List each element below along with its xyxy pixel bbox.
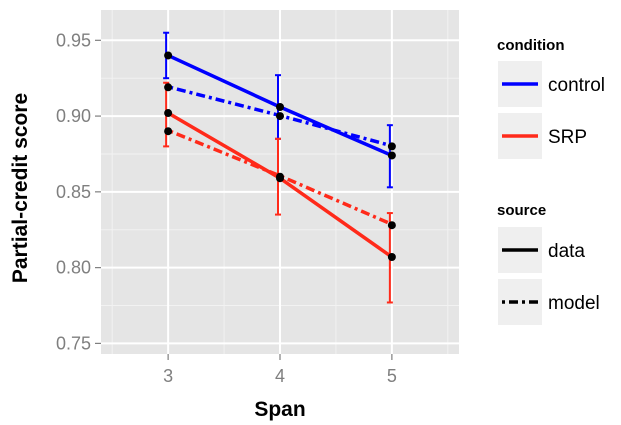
y-tick-label: 0.75 bbox=[56, 333, 91, 353]
point-control-model bbox=[387, 142, 396, 151]
legend-label-srp: SRP bbox=[548, 127, 587, 148]
x-axis-ticks: 3 4 5 bbox=[163, 354, 397, 386]
legend-label-data: data bbox=[548, 241, 585, 262]
legend-source-title: source bbox=[497, 202, 546, 219]
point-control-model bbox=[276, 112, 284, 121]
legend-condition: condition control SRP bbox=[497, 37, 605, 159]
y-tick-label: 0.95 bbox=[56, 30, 91, 50]
point-srp-data bbox=[387, 253, 396, 262]
y-axis-title: Partial-credit score bbox=[9, 93, 32, 283]
legend-label-control: control bbox=[548, 75, 605, 96]
y-axis-ticks: 0.75 0.80 0.85 0.90 0.95 bbox=[56, 30, 101, 353]
point-control-data bbox=[387, 151, 396, 160]
point-srp-data bbox=[164, 109, 173, 118]
x-axis-title: Span bbox=[254, 398, 305, 421]
point-control-data bbox=[276, 102, 284, 111]
point-srp-model bbox=[387, 221, 396, 230]
x-tick-label: 3 bbox=[163, 366, 173, 386]
y-tick-label: 0.80 bbox=[56, 258, 91, 278]
y-tick-label: 0.90 bbox=[56, 106, 91, 126]
point-control-data bbox=[164, 51, 173, 60]
point-srp-model bbox=[164, 127, 173, 136]
x-tick-label: 5 bbox=[387, 366, 397, 386]
points-layer bbox=[164, 51, 396, 262]
legend-label-model: model bbox=[548, 293, 600, 314]
legend-source: source data model bbox=[497, 202, 600, 325]
y-tick-label: 0.85 bbox=[56, 182, 91, 202]
point-control-model bbox=[164, 83, 173, 92]
legend-condition-title: condition bbox=[497, 37, 565, 54]
point-srp-model bbox=[276, 172, 284, 181]
x-tick-label: 4 bbox=[275, 366, 285, 386]
